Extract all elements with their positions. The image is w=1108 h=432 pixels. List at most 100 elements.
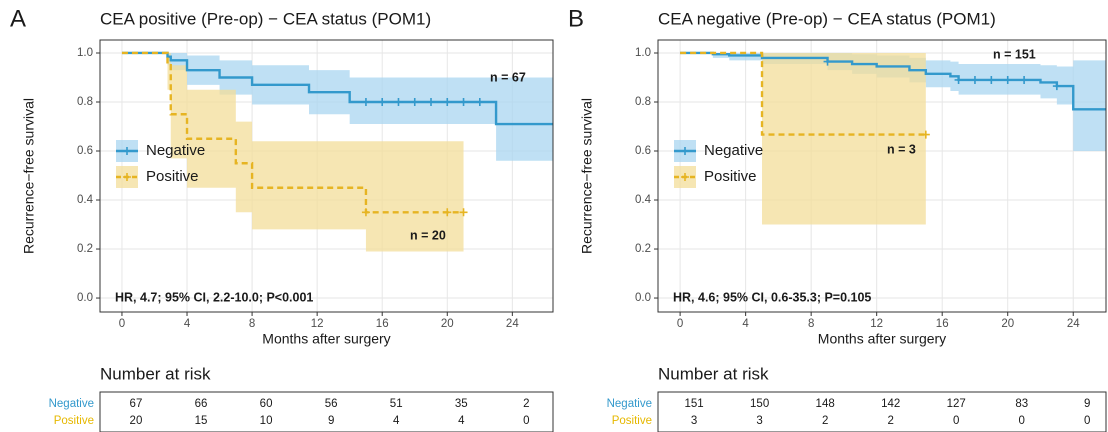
x-tick-label: 0: [677, 318, 683, 330]
risk-count: 2: [822, 415, 828, 427]
y-tick-label: 0.8: [77, 96, 93, 108]
risk-count: 127: [947, 398, 966, 410]
risk-count: 3: [756, 415, 762, 427]
x-tick-label: 20: [1001, 318, 1014, 330]
panel-letter: B: [568, 5, 584, 32]
risk-count: 60: [260, 398, 273, 410]
x-tick-label: 12: [870, 318, 883, 330]
x-tick-label: 12: [311, 318, 324, 330]
panel-letter: A: [10, 5, 26, 32]
risk-count: 9: [328, 415, 334, 427]
risk-count: 66: [195, 398, 208, 410]
x-tick-label: 4: [742, 318, 749, 330]
censor-mark: [987, 75, 996, 84]
plot-border: [99, 39, 554, 313]
risk-count: 148: [816, 398, 835, 410]
survival-curve: [121, 51, 464, 214]
legend-censor: [123, 173, 131, 181]
x-tick-label: 16: [936, 318, 949, 330]
risk-count: 15: [195, 415, 208, 427]
x-tick-label: 24: [1067, 318, 1080, 330]
legend-censor: [123, 147, 131, 155]
risk-table-box: [99, 391, 554, 432]
censor-mark: [921, 130, 930, 139]
annotation: n = 151: [993, 47, 1036, 61]
x-tick-label: 4: [184, 318, 191, 330]
risk-count: 4: [393, 415, 400, 427]
risk-count: 4: [458, 415, 465, 427]
confidence-band: [680, 52, 926, 225]
legend-censor: [681, 173, 689, 181]
risk-count: 51: [390, 398, 403, 410]
censor-mark: [459, 208, 468, 217]
risk-count: 151: [685, 398, 704, 410]
censor-mark: [954, 75, 963, 84]
survival-curve: [121, 51, 553, 126]
censor-mark: [1003, 75, 1012, 84]
censor-mark: [970, 75, 979, 84]
risk-count: 67: [130, 398, 143, 410]
legend-label: Positive: [704, 168, 757, 185]
legend-label: Negative: [146, 142, 205, 159]
survival-curve: [680, 51, 1106, 111]
x-tick-label: 8: [808, 318, 814, 330]
x-axis-label: Months after surgery: [818, 331, 946, 347]
risk-table-title: Number at risk: [658, 364, 769, 383]
annotation: n = 67: [490, 70, 526, 84]
legend-label: Negative: [704, 142, 763, 159]
annotation: n = 20: [410, 228, 446, 242]
y-tick-label: 0.0: [635, 292, 651, 304]
y-axis-label: Recurrence−free survival: [579, 98, 595, 254]
risk-table-title: Number at risk: [100, 364, 211, 383]
risk-row-label: Positive: [54, 415, 94, 427]
x-tick-label: 0: [119, 318, 125, 330]
risk-count: 35: [455, 398, 468, 410]
risk-row-label: Negative: [607, 398, 652, 410]
censor-mark: [823, 57, 832, 66]
y-tick-label: 0.8: [635, 96, 651, 108]
x-tick-label: 24: [506, 318, 519, 330]
y-axis-label: Recurrence−free survival: [21, 98, 37, 254]
chart-title: CEA negative (Pre-op) − CEA status (POM1…: [658, 9, 996, 28]
risk-count: 0: [523, 415, 529, 427]
confidence-band: [680, 52, 1106, 152]
survival-curve: [680, 51, 926, 136]
x-tick-label: 8: [249, 318, 255, 330]
y-tick-label: 0.4: [77, 194, 94, 206]
risk-count: 3: [691, 415, 697, 427]
risk-table-box: [657, 391, 1107, 432]
annotation: HR, 4.7; 95% CI, 2.2-10.0; P<0.001: [115, 290, 313, 304]
risk-count: 0: [1084, 415, 1090, 427]
censor-mark: [410, 97, 419, 106]
y-tick-label: 0.6: [635, 145, 651, 157]
risk-row-label: Negative: [49, 398, 94, 410]
censor-mark: [394, 97, 403, 106]
censor-mark: [443, 208, 452, 217]
y-tick-label: 0.0: [77, 292, 93, 304]
censor-mark: [361, 97, 370, 106]
y-tick-label: 0.2: [635, 243, 651, 255]
risk-count: 2: [523, 398, 529, 410]
risk-count: 83: [1015, 398, 1028, 410]
legend-censor: [681, 147, 689, 155]
risk-count: 56: [325, 398, 338, 410]
risk-row-label: Positive: [612, 415, 652, 427]
chart-title: CEA positive (Pre-op) − CEA status (POM1…: [100, 9, 431, 28]
y-tick-label: 1.0: [77, 47, 93, 59]
y-tick-label: 1.0: [635, 47, 651, 59]
censor-mark: [1020, 75, 1029, 84]
risk-count: 0: [1019, 415, 1025, 427]
x-axis-label: Months after surgery: [262, 331, 390, 347]
risk-count: 142: [881, 398, 900, 410]
confidence-band: [121, 52, 553, 161]
risk-count: 20: [130, 415, 143, 427]
annotation: HR, 4.6; 95% CI, 0.6-35.3; P=0.105: [673, 290, 871, 304]
censor-mark: [443, 97, 452, 106]
annotation: n = 3: [887, 142, 916, 156]
y-tick-label: 0.2: [77, 243, 93, 255]
censor-mark: [361, 208, 370, 217]
x-tick-label: 16: [376, 318, 389, 330]
censor-mark: [427, 97, 436, 106]
risk-count: 9: [1084, 398, 1090, 410]
